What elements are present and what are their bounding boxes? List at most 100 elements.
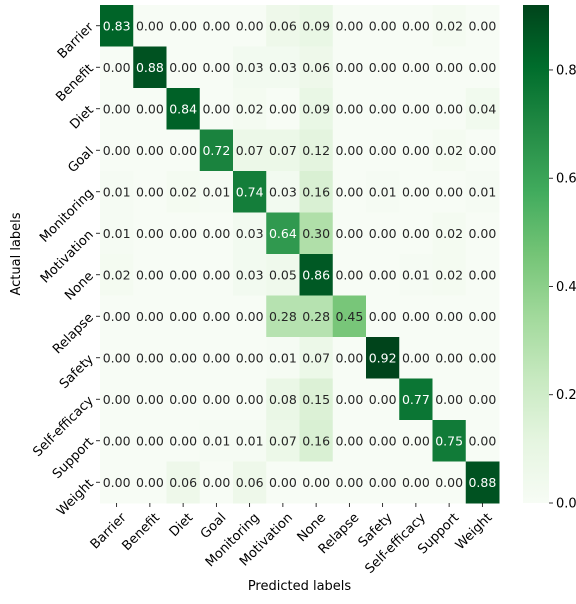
- cell-value-label: 0.28: [269, 309, 297, 324]
- heatmap-cell: [199, 295, 234, 338]
- cell-value-label: 0.64: [269, 226, 297, 241]
- heatmap-cell: [465, 129, 500, 172]
- heatmap-cell: [332, 461, 367, 504]
- cell-value-label: 0.00: [468, 309, 496, 324]
- heatmap-cell: [465, 88, 500, 130]
- heatmap-cell: [399, 129, 433, 172]
- cell-value-label: 0.00: [103, 60, 131, 75]
- cell-value-label: 0.07: [269, 433, 297, 448]
- cell-value-label: 0.00: [468, 60, 496, 75]
- y-tick-label: Goal: [65, 144, 97, 176]
- heatmap-cell: [366, 254, 400, 296]
- cell-value-label: 0.01: [236, 433, 264, 448]
- heatmap-cell: [366, 461, 400, 504]
- heatmap-cell: [399, 295, 433, 338]
- heatmap-cell: [332, 129, 367, 172]
- cell-value-label: 0.88: [136, 60, 164, 75]
- heatmap-cell: [299, 461, 334, 504]
- cell-value-label: 0.00: [136, 309, 164, 324]
- heatmap-cell: [199, 171, 234, 213]
- cell-value-label: 0.01: [402, 267, 430, 282]
- cell-value-label: 0.00: [103, 392, 131, 407]
- heatmap-cell: [133, 337, 167, 379]
- cell-value-label: 0.00: [435, 309, 463, 324]
- cell-value-label: 0.00: [269, 101, 297, 116]
- heatmap-cell: [199, 254, 234, 296]
- heatmap-cell: [166, 337, 201, 379]
- cell-value-label: 0.03: [269, 184, 297, 199]
- heatmap-cell: [399, 420, 433, 462]
- colorbar-tick-label: 0.8: [556, 63, 576, 78]
- heatmap-cell: [166, 420, 201, 462]
- heatmap-cell: [465, 46, 500, 89]
- heatmap-cell: [399, 212, 433, 255]
- heatmap-cell: [100, 212, 134, 255]
- heatmap-cell: [366, 420, 400, 462]
- heatmap-cell: [299, 378, 334, 421]
- cell-value-label: 0.00: [369, 101, 397, 116]
- cell-value-label: 0.02: [435, 267, 463, 282]
- heatmap-cell: [399, 461, 433, 504]
- cell-value-label: 0.16: [302, 433, 330, 448]
- cell-value-label: 0.00: [335, 267, 363, 282]
- heatmap-cell: [199, 88, 234, 130]
- heatmap-cell: [432, 88, 467, 130]
- cell-value-label: 0.00: [369, 433, 397, 448]
- heatmap-cell: [166, 88, 201, 130]
- cell-value-label: 0.00: [369, 475, 397, 490]
- cell-value-label: 0.00: [369, 267, 397, 282]
- cell-value-label: 0.02: [169, 184, 197, 199]
- cell-value-label: 0.00: [169, 18, 197, 33]
- cell-value-label: 0.00: [136, 184, 164, 199]
- heatmap-cell: [399, 337, 433, 379]
- heatmap-cell: [166, 171, 201, 213]
- heatmap-cell: [332, 212, 367, 255]
- heatmap-cell: [366, 46, 400, 89]
- heatmap-cell: [465, 295, 500, 338]
- y-tick-label: Benefit: [53, 61, 96, 104]
- cell-value-label: 0.00: [269, 475, 297, 490]
- cell-value-label: 0.92: [369, 350, 397, 365]
- heatmap-cell: [100, 337, 134, 379]
- cell-value-label: 0.00: [435, 475, 463, 490]
- heatmap-cell: [366, 129, 400, 172]
- cell-value-label: 0.05: [269, 267, 297, 282]
- colorbar-gradient: [523, 5, 549, 503]
- cell-value-label: 0.01: [202, 184, 230, 199]
- heatmap-cells: [100, 5, 500, 504]
- cell-value-label: 0.09: [302, 101, 330, 116]
- cell-value-label: 0.02: [103, 267, 131, 282]
- heatmap-cell: [199, 46, 234, 89]
- heatmap-cell: [133, 420, 167, 462]
- cell-value-label: 0.00: [435, 184, 463, 199]
- heatmap-cell: [465, 5, 500, 47]
- heatmap-cell: [399, 378, 433, 421]
- cell-value-label: 0.06: [302, 60, 330, 75]
- cell-value-label: 0.00: [435, 392, 463, 407]
- cell-value-label: 0.00: [136, 18, 164, 33]
- cell-value-label: 0.09: [302, 18, 330, 33]
- heatmap-cell: [133, 378, 167, 421]
- cell-value-label: 0.02: [435, 226, 463, 241]
- cell-value-label: 0.00: [402, 184, 430, 199]
- heatmap-cell: [432, 171, 467, 213]
- cell-value-label: 0.00: [468, 433, 496, 448]
- heatmap-cell: [233, 88, 267, 130]
- cell-value-label: 0.00: [402, 143, 430, 158]
- cell-value-label: 0.00: [103, 143, 131, 158]
- heatmap-cell: [133, 46, 167, 89]
- cell-value-label: 0.00: [335, 226, 363, 241]
- heatmap-cell: [299, 171, 334, 213]
- cell-value-label: 0.07: [236, 143, 264, 158]
- cell-value-label: 0.01: [468, 184, 496, 199]
- cell-value-label: 0.00: [335, 60, 363, 75]
- cell-value-label: 0.00: [169, 392, 197, 407]
- cell-value-label: 0.01: [369, 184, 397, 199]
- heatmap-cell: [266, 337, 300, 379]
- cell-value-label: 0.00: [335, 18, 363, 33]
- heatmap-cell: [432, 129, 467, 172]
- x-tick-label: Diet: [167, 510, 196, 539]
- cell-value-label: 0.00: [202, 60, 230, 75]
- heatmap-cell: [100, 420, 134, 462]
